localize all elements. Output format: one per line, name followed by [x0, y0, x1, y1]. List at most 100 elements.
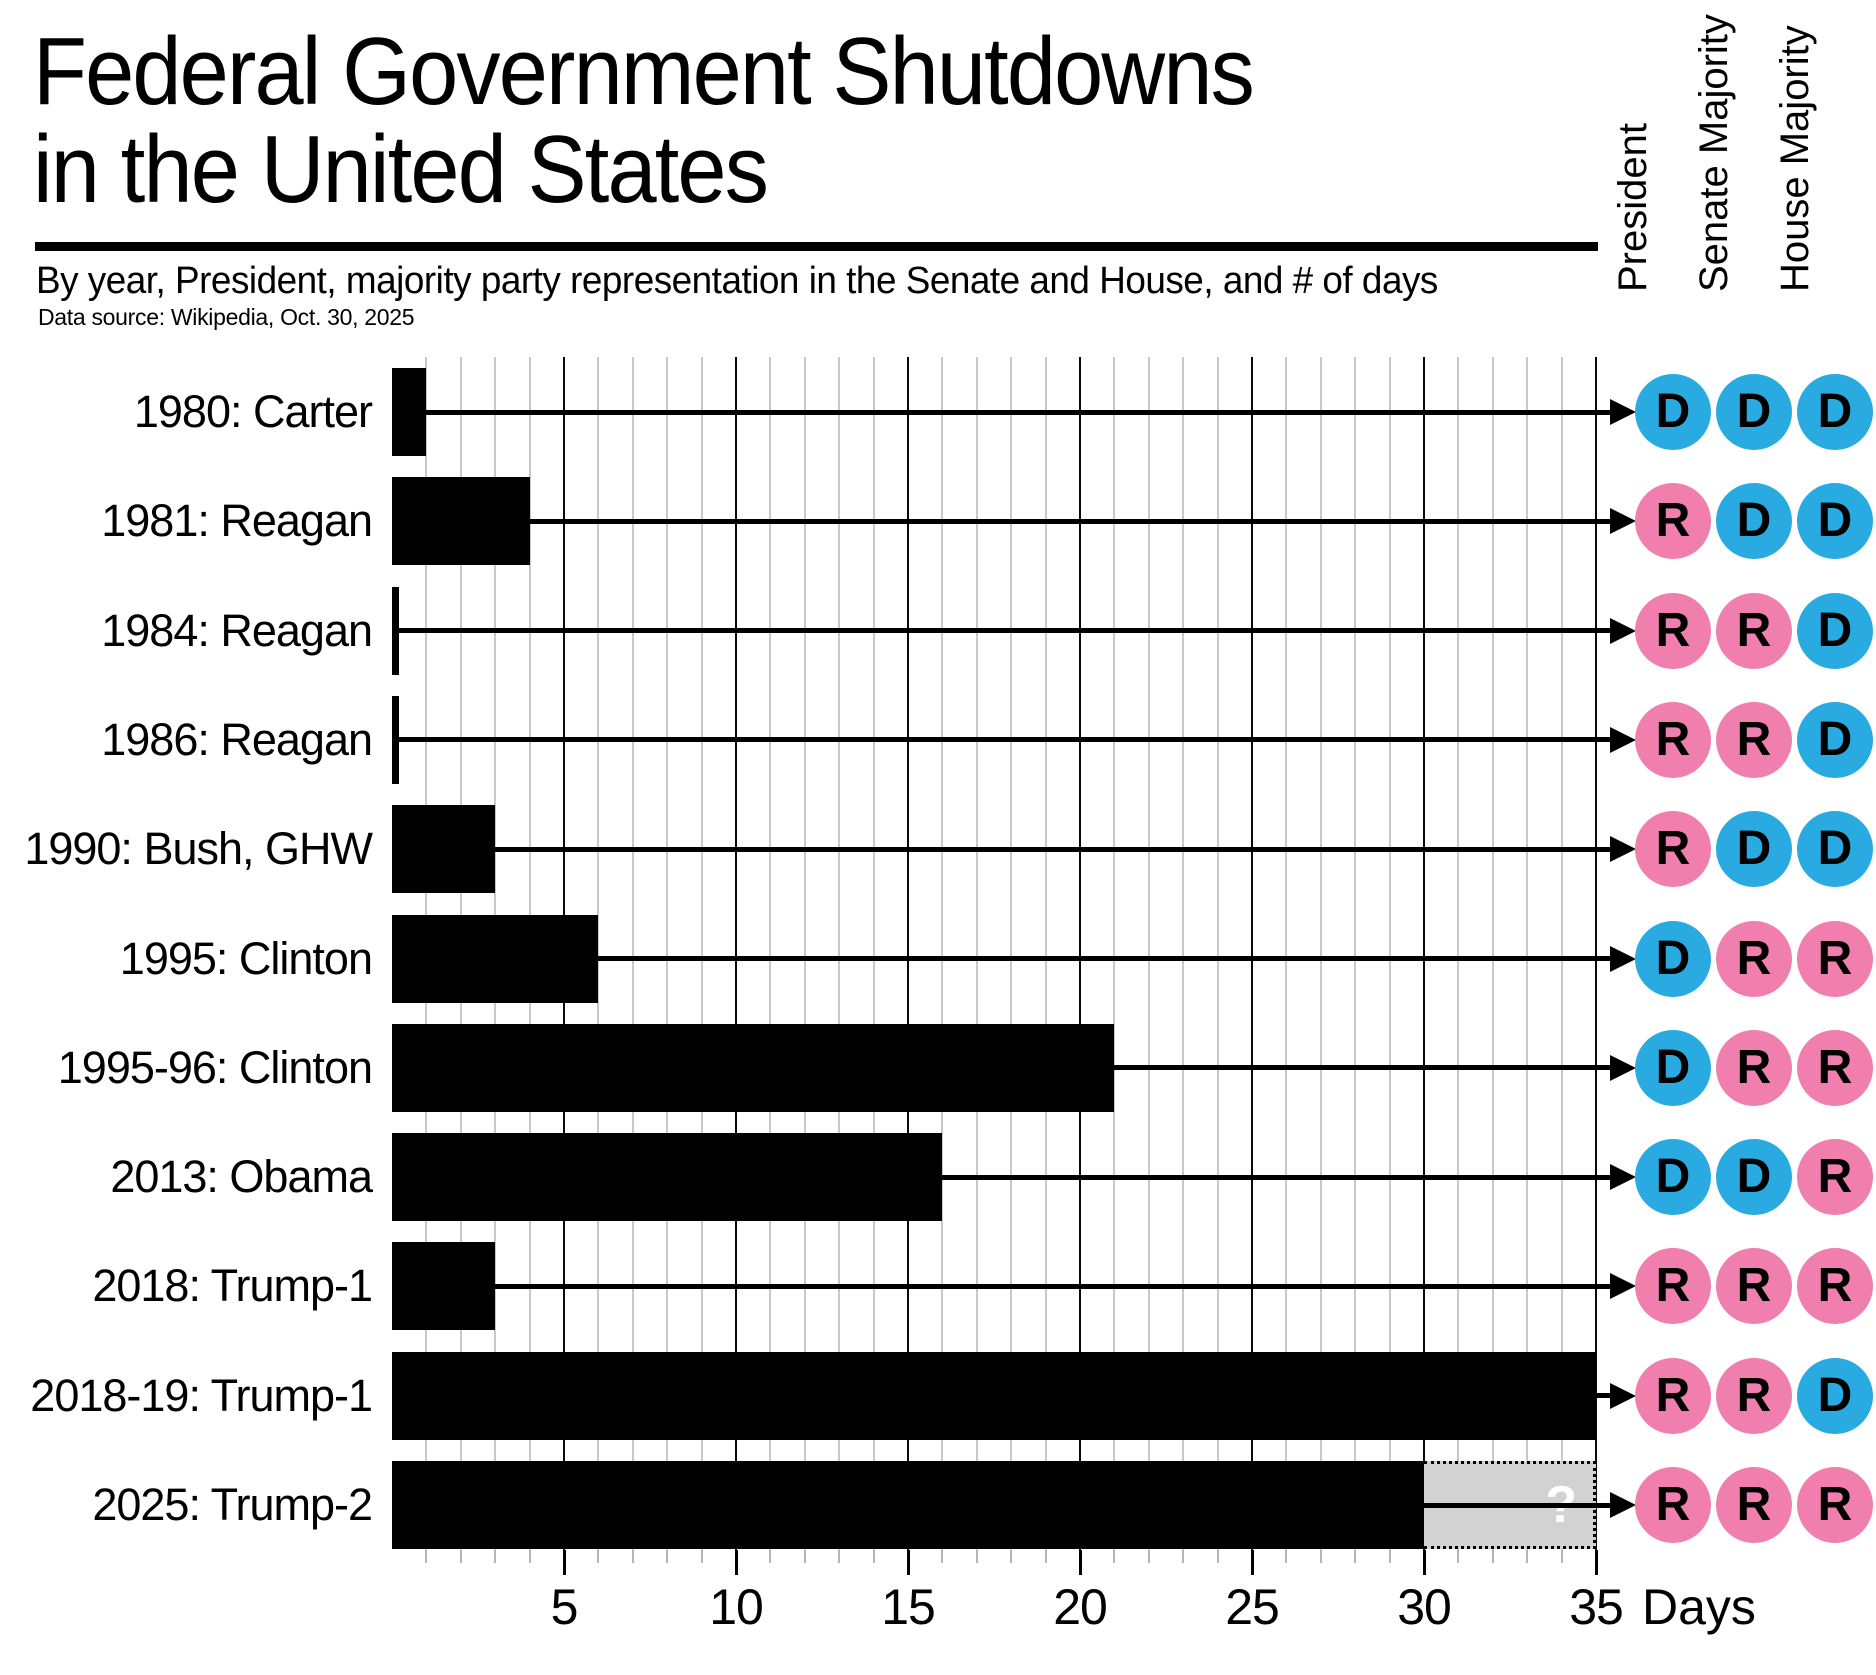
- axis-tick-label: 10: [709, 1579, 764, 1635]
- axis-tick-minor: [1044, 1550, 1047, 1563]
- party-circle-senate: D: [1716, 811, 1792, 888]
- party-circle-senate: R: [1716, 592, 1792, 669]
- connector-arrow-head: [1610, 945, 1636, 972]
- axis-tick-minor: [1216, 1550, 1219, 1563]
- row-label: 1981: Reagan: [101, 495, 373, 547]
- party-circle-senate: R: [1716, 1357, 1792, 1434]
- party-circle-house: D: [1797, 374, 1873, 450]
- row-label: 1990: Bush, GHW: [24, 823, 373, 875]
- column-header-senate-majority: Senate Majority: [1692, 14, 1736, 292]
- connector-arrow-line: [942, 1174, 1610, 1180]
- axis-tick-minor: [1319, 1550, 1322, 1563]
- duration-bar: [392, 914, 599, 1003]
- gridline-minor: [597, 357, 600, 1550]
- party-circle-president: R: [1635, 483, 1711, 560]
- axis-tick-minor: [1491, 1550, 1494, 1563]
- axis-tick-minor: [769, 1550, 772, 1563]
- party-circle-senate: D: [1716, 1139, 1792, 1216]
- party-circle-president: D: [1635, 1139, 1711, 1216]
- gridline-minor: [1319, 357, 1322, 1550]
- column-header-house-majority: House Majority: [1773, 25, 1817, 292]
- row-label: 2018-19: Trump-1: [30, 1369, 373, 1421]
- gridline-major: [735, 357, 737, 1550]
- row-label: 2013: Obama: [110, 1151, 373, 1203]
- party-circle-president: R: [1635, 1467, 1711, 1543]
- party-circle-senate: D: [1716, 483, 1792, 560]
- duration-bar: [392, 1023, 1115, 1112]
- gridline-minor: [975, 357, 978, 1550]
- gridline-major: [1423, 357, 1425, 1550]
- axis-tick-minor: [631, 1550, 634, 1563]
- duration-bar: [392, 805, 496, 894]
- connector-arrow-line: [426, 409, 1610, 415]
- party-circle-house: D: [1797, 483, 1873, 560]
- party-circle-senate: R: [1716, 1467, 1792, 1543]
- row-label: 1986: Reagan: [101, 713, 373, 765]
- axis-tick-minor: [975, 1550, 978, 1563]
- axis-tick-minor: [941, 1550, 944, 1563]
- gridline-minor: [1560, 357, 1563, 1550]
- connector-arrow-line: [1424, 1502, 1610, 1508]
- connector-arrow-head: [1610, 726, 1636, 753]
- duration-bar: [392, 1461, 1424, 1549]
- gridline-minor: [1457, 357, 1460, 1550]
- duration-bar: [392, 1133, 943, 1222]
- connector-arrow-head: [1610, 1164, 1636, 1191]
- party-circle-senate: R: [1716, 1029, 1792, 1106]
- connector-arrow-line: [392, 628, 1610, 634]
- party-circle-president: D: [1635, 1029, 1711, 1106]
- gridline-minor: [1216, 357, 1219, 1550]
- connector-arrow-head: [1610, 836, 1636, 863]
- connector-arrow-line: [1596, 1393, 1610, 1399]
- party-circle-president: R: [1635, 1357, 1711, 1434]
- axis-tick-minor: [1526, 1550, 1529, 1563]
- gridline-minor: [700, 357, 703, 1550]
- axis-tick-major: [735, 1550, 738, 1575]
- chart-subtitle: By year, President, majority party repre…: [36, 260, 1438, 302]
- axis-tick-minor: [528, 1550, 531, 1563]
- x-axis-unit-label: Days: [1642, 1579, 1756, 1635]
- party-circle-house: D: [1797, 701, 1873, 778]
- duration-bar: [392, 477, 530, 566]
- connector-arrow-head: [1610, 617, 1636, 644]
- party-circle-president: D: [1635, 374, 1711, 450]
- axis-tick-minor: [838, 1550, 841, 1563]
- axis-tick-minor: [1182, 1550, 1185, 1563]
- chart-title-line2: in the United States: [33, 116, 769, 223]
- axis-tick-minor: [1457, 1550, 1460, 1563]
- axis-tick-label: 5: [550, 1579, 579, 1635]
- row-label: 1995: Clinton: [119, 932, 373, 984]
- axis-tick-minor: [1010, 1550, 1013, 1563]
- axis-tick-major: [1423, 1550, 1426, 1575]
- connector-arrow-line: [495, 1283, 1610, 1289]
- gridline-major: [1595, 357, 1597, 1550]
- gridline-minor: [1285, 357, 1288, 1550]
- party-circle-president: R: [1635, 701, 1711, 778]
- gridline-minor: [1044, 357, 1047, 1550]
- party-circle-house: R: [1797, 1467, 1873, 1543]
- gridline-minor: [1354, 357, 1357, 1550]
- connector-arrow-line: [495, 846, 1610, 852]
- axis-tick-minor: [1113, 1550, 1116, 1563]
- row-label: 2018: Trump-1: [92, 1260, 373, 1312]
- party-circle-senate: R: [1716, 701, 1792, 778]
- connector-arrow-line: [529, 518, 1610, 524]
- axis-tick-minor: [1354, 1550, 1357, 1563]
- axis-tick-minor: [1560, 1550, 1563, 1563]
- axis-tick-major: [1251, 1550, 1254, 1575]
- gridline-minor: [769, 357, 772, 1550]
- gridline-minor: [1526, 357, 1529, 1550]
- party-circle-senate: R: [1716, 920, 1792, 997]
- gridline-minor: [1182, 357, 1185, 1550]
- connector-arrow-head: [1610, 1382, 1636, 1409]
- axis-tick-minor: [872, 1550, 875, 1563]
- title-divider: [35, 242, 1598, 251]
- row-label: 1984: Reagan: [101, 604, 373, 656]
- axis-tick-label: 30: [1397, 1579, 1452, 1635]
- gridline-minor: [1113, 357, 1116, 1550]
- party-circle-house: R: [1797, 1139, 1873, 1216]
- party-circle-house: D: [1797, 592, 1873, 669]
- axis-tick-minor: [494, 1550, 497, 1563]
- axis-tick-minor: [1147, 1550, 1150, 1563]
- gridline-major: [1079, 357, 1081, 1550]
